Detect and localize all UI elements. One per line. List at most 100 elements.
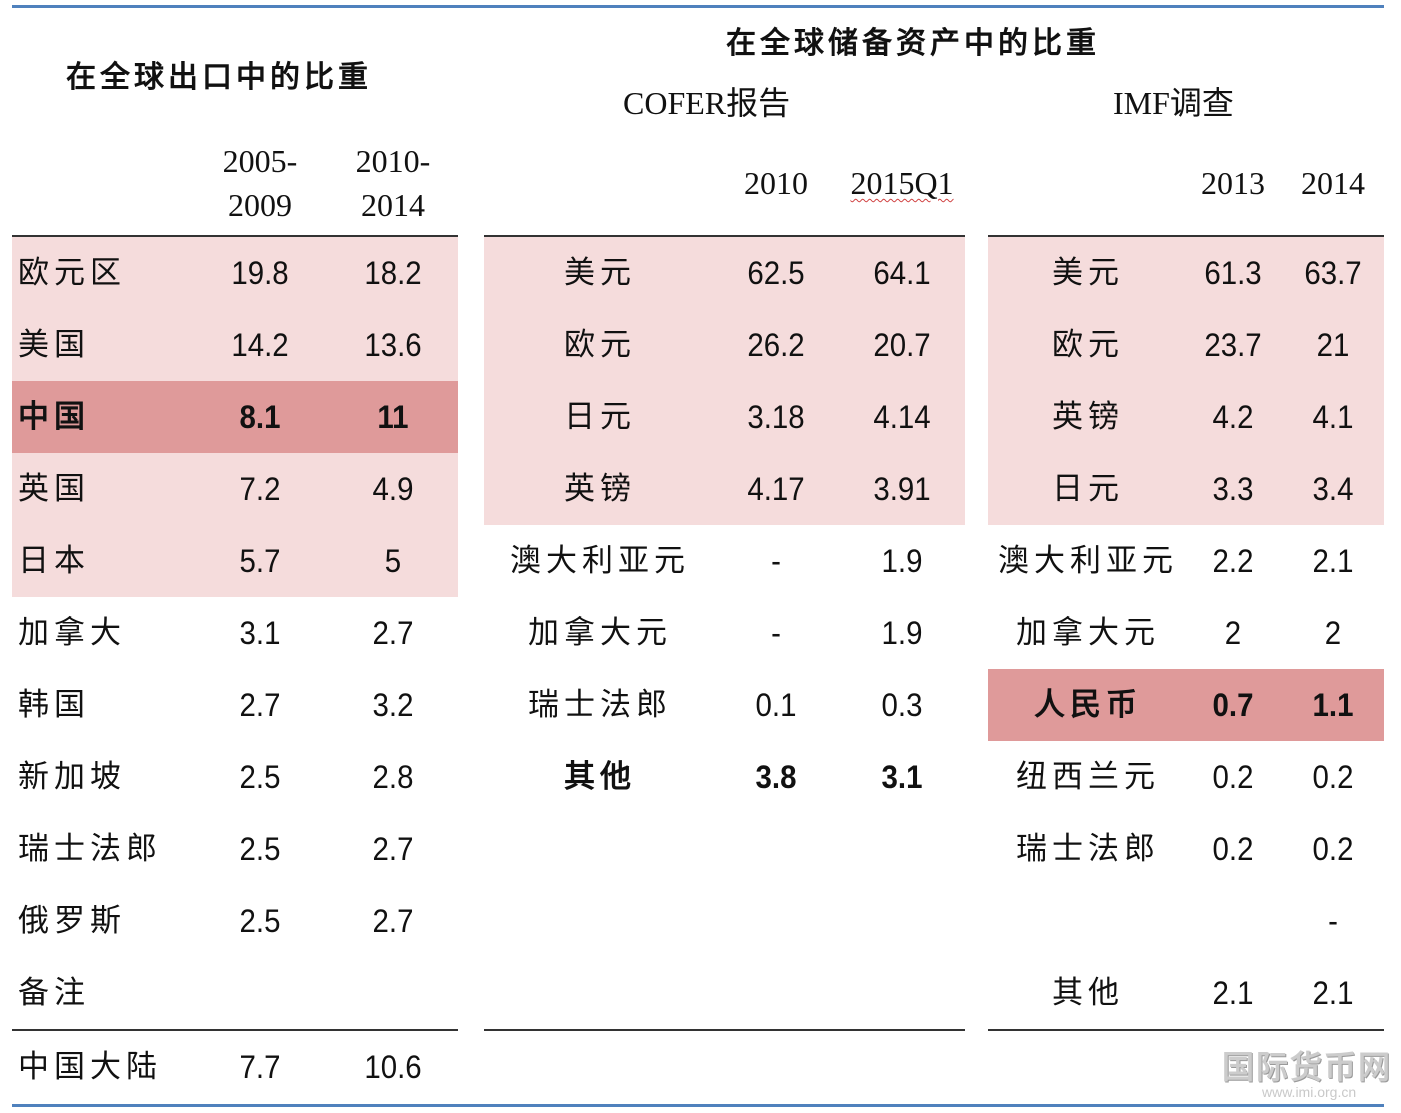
value-cell: 3.2	[372, 687, 414, 723]
value-cell: 5	[384, 543, 402, 579]
value-cell: 0.2	[1312, 831, 1354, 867]
value-cell: 2.1	[1312, 543, 1354, 579]
value-cell: 4.14	[873, 399, 931, 435]
cofer-header-rule	[484, 235, 965, 237]
table-row: 澳大利亚元 - 1.9	[484, 525, 965, 597]
cofer-footer-rule	[484, 1029, 965, 1031]
row-label: 韩国	[18, 687, 90, 723]
value-cell: 2.2	[1212, 543, 1254, 579]
row-label: 澳大利亚元	[510, 543, 690, 579]
row-label: 加拿大	[18, 615, 126, 651]
year-header-2: 2010- 2014	[333, 139, 453, 227]
value-cell: 18.2	[364, 255, 422, 291]
row-label: 瑞士法郎	[528, 687, 672, 723]
value-cell: -	[771, 543, 781, 579]
value-cell: 2.7	[372, 831, 414, 867]
value-cell: 7.2	[239, 471, 281, 507]
value-cell: 2.5	[239, 759, 281, 795]
row-label: 备注	[18, 975, 90, 1011]
value-cell: 61.3	[1204, 255, 1262, 291]
watermark-name: 国际货币网	[1222, 1048, 1393, 1086]
value-cell: 4.9	[372, 471, 414, 507]
value-cell: 14.2	[231, 327, 289, 363]
reserve-share-title: 在全球储备资产中的比重	[726, 26, 1100, 61]
export-share-table: 欧元区 19.8 18.2 美国 14.2 13.6 中国 8.1 11 英国 7.2 4.9 日本 5.…	[12, 237, 458, 1029]
imf-header-rule	[988, 235, 1384, 237]
value-cell: 3.4	[1312, 471, 1354, 507]
row-label: 其他	[564, 759, 636, 795]
value-cell: 1.1	[1312, 687, 1354, 723]
table-row: 中国 8.1 11	[12, 381, 458, 453]
table-row: 瑞士法郎 0.2 0.2	[988, 813, 1384, 885]
value-cell: -	[1328, 903, 1338, 939]
cofer-table: 美元 62.5 64.1 欧元 26.2 20.7 日元 3.18 4.14 英镑 4.17 3.91…	[484, 237, 965, 813]
table-row: 日本 5.7 5	[12, 525, 458, 597]
value-cell: 21	[1316, 327, 1350, 363]
value-cell: 2	[1324, 615, 1342, 651]
table-row: 其他 3.8 3.1	[484, 741, 965, 813]
value-cell: 20.7	[873, 327, 931, 363]
row-label: 中国	[18, 399, 90, 435]
left-footer-rule	[12, 1029, 458, 1031]
table-row: 美元 61.3 63.7	[988, 237, 1384, 309]
row-label: 中国大陆	[18, 1049, 162, 1085]
table-row: 欧元 26.2 20.7	[484, 309, 965, 381]
imf-year-2013: 2013	[1201, 165, 1265, 201]
value-cell: 0.2	[1212, 831, 1254, 867]
table-row: 澳大利亚元 2.2 2.1	[988, 525, 1384, 597]
value-cell: 2.7	[372, 615, 414, 651]
footer-row: 中国大陆 7.7 10.6	[12, 1031, 458, 1103]
imf-footer-rule	[988, 1029, 1384, 1031]
row-label: 澳大利亚元	[998, 543, 1178, 579]
year-header-2-top: 2010-	[355, 143, 431, 179]
row-label: 欧元	[1052, 327, 1124, 363]
bottom-rule	[12, 1104, 1384, 1107]
value-cell: 8.1	[239, 399, 281, 435]
row-label: 加拿大元	[1016, 615, 1160, 651]
value-cell: 2	[1224, 615, 1242, 651]
value-cell: 3.91	[873, 471, 931, 507]
row-label: 新加坡	[18, 759, 126, 795]
value-cell: 0.1	[755, 687, 797, 723]
cofer-year-2015q1: 2015Q1	[850, 165, 954, 201]
row-label: 美国	[18, 327, 90, 363]
row-label: 瑞士法郎	[1016, 831, 1160, 867]
value-cell: 2.7	[239, 687, 281, 723]
value-cell: 2.1	[1212, 975, 1254, 1011]
table-row: 人民币 0.7 1.1	[988, 669, 1384, 741]
value-cell: 26.2	[747, 327, 805, 363]
value-2010-2014: 10.6	[364, 1049, 422, 1085]
table-row: 瑞士法郎 2.5 2.7	[12, 813, 458, 885]
table-row: 日元 3.18 4.14	[484, 381, 965, 453]
value-cell: 13.6	[364, 327, 422, 363]
table-row: -	[988, 885, 1384, 957]
value-cell: 2.1	[1312, 975, 1354, 1011]
value-cell: 23.7	[1204, 327, 1262, 363]
row-label: 瑞士法郎	[18, 831, 162, 867]
value-cell: 2.8	[372, 759, 414, 795]
row-label: 欧元	[564, 327, 636, 363]
imf-table: 美元 61.3 63.7 欧元 23.7 21 英镑 4.2 4.1 日元 3.3 3.4 澳大利亚元 2…	[988, 237, 1384, 1029]
table-row: 备注	[12, 957, 458, 1029]
table-row: 欧元区 19.8 18.2	[12, 237, 458, 309]
row-label: 美元	[1052, 255, 1124, 291]
value-cell: 3.18	[747, 399, 805, 435]
table-row: 其他 2.1 2.1	[988, 957, 1384, 1029]
value-cell: 4.2	[1212, 399, 1254, 435]
table-row: 加拿大 3.1 2.7	[12, 597, 458, 669]
table-row: 欧元 23.7 21	[988, 309, 1384, 381]
table-row: 英镑 4.17 3.91	[484, 453, 965, 525]
year-header-2-bottom: 2014	[361, 187, 425, 223]
table-row: 纽西兰元 0.2 0.2	[988, 741, 1384, 813]
value-cell: 5.7	[239, 543, 281, 579]
cofer-year-2010: 2010	[744, 165, 808, 201]
row-label: 英镑	[564, 471, 636, 507]
value-cell: 0.2	[1312, 759, 1354, 795]
table-row: 英镑 4.2 4.1	[988, 381, 1384, 453]
value-cell: 63.7	[1304, 255, 1362, 291]
value-cell: 11	[377, 399, 409, 435]
imf-year-2014: 2014	[1301, 165, 1365, 201]
table-row: 瑞士法郎 0.1 0.3	[484, 669, 965, 741]
row-label: 日本	[18, 543, 90, 579]
table-row: 韩国 2.7 3.2	[12, 669, 458, 741]
